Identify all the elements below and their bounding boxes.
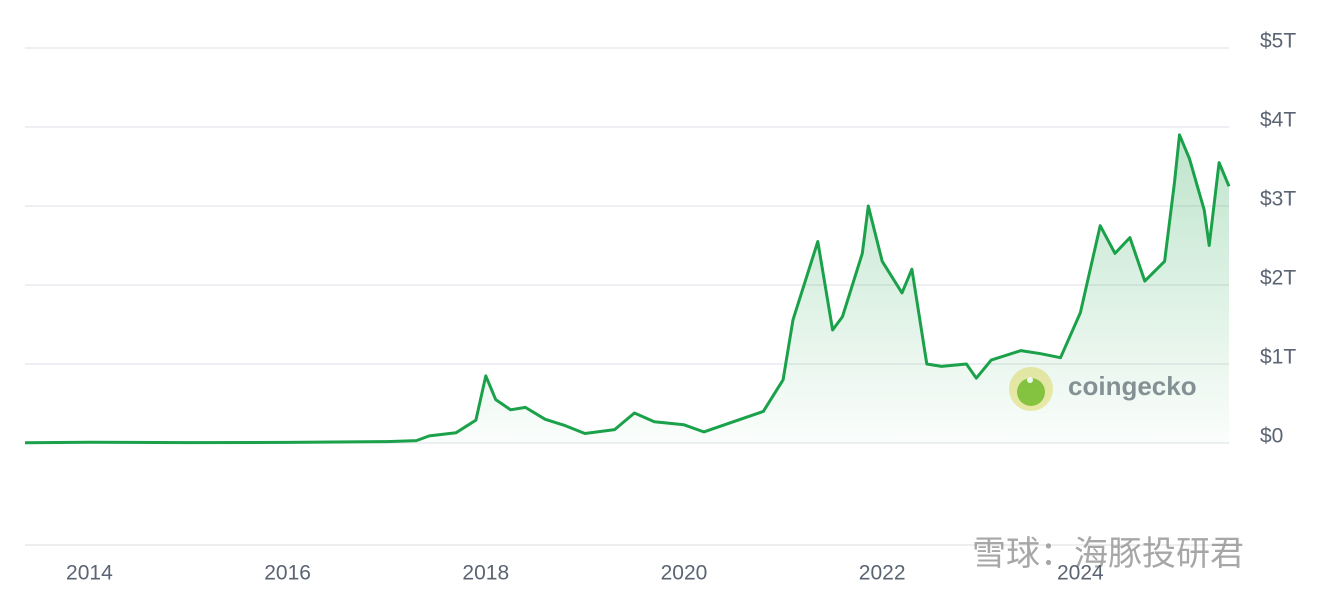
y-tick-label: $0: [1260, 425, 1283, 448]
x-tick-label: 2014: [66, 562, 113, 585]
y-tick-label: $3T: [1260, 188, 1296, 211]
overlay-watermark: 雪球：海豚投研君: [972, 535, 1244, 573]
x-tick-label: 2022: [859, 562, 906, 585]
x-tick-label: 2024: [1057, 562, 1104, 585]
y-tick-label: $5T: [1260, 30, 1296, 53]
x-tick-label: 2016: [264, 562, 311, 585]
line: [24, 133, 1231, 445]
x-tick-label: 2020: [661, 562, 708, 585]
y-tick-label: $2T: [1260, 267, 1296, 290]
x-tick-label: 2018: [462, 562, 509, 585]
area: [25, 134, 1229, 443]
y-tick-label: $4T: [1260, 109, 1296, 132]
y-tick-label: $1T: [1260, 346, 1296, 369]
